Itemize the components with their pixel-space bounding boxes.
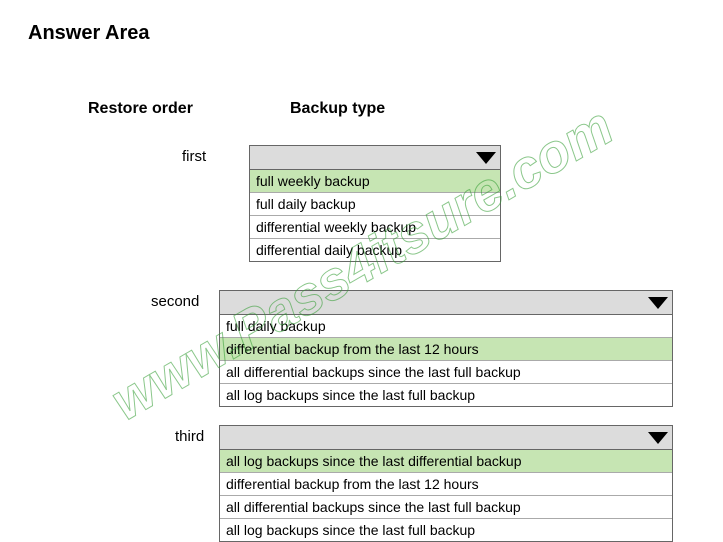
dropdown-third-option[interactable]: all log backups since the last full back…	[220, 519, 672, 541]
dropdown-first-option[interactable]: differential daily backup	[250, 239, 500, 261]
dropdown-second-option[interactable]: all log backups since the last full back…	[220, 384, 672, 406]
dropdown-third-option[interactable]: all differential backups since the last …	[220, 496, 672, 519]
dropdown-second-option[interactable]: full daily backup	[220, 315, 672, 338]
column-backup-type: Backup type	[290, 100, 385, 118]
page-title: Answer Area	[28, 22, 150, 45]
dropdown-third-option[interactable]: all log backups since the last different…	[220, 450, 672, 473]
dropdown-first-option[interactable]: differential weekly backup	[250, 216, 500, 239]
dropdown-third-header[interactable]	[220, 426, 672, 450]
row-label-third: third	[175, 428, 204, 445]
column-restore-order: Restore order	[88, 100, 193, 118]
dropdown-first-option[interactable]: full daily backup	[250, 193, 500, 216]
chevron-down-icon	[648, 432, 668, 444]
dropdown-first[interactable]: full weekly backup full daily backup dif…	[249, 145, 501, 262]
dropdown-second[interactable]: full daily backup differential backup fr…	[219, 290, 673, 407]
dropdown-first-header[interactable]	[250, 146, 500, 170]
row-label-first: first	[182, 148, 206, 165]
row-label-second: second	[151, 293, 199, 310]
chevron-down-icon	[648, 297, 668, 309]
dropdown-third[interactable]: all log backups since the last different…	[219, 425, 673, 542]
dropdown-first-option[interactable]: full weekly backup	[250, 170, 500, 193]
dropdown-second-header[interactable]	[220, 291, 672, 315]
dropdown-second-option[interactable]: differential backup from the last 12 hou…	[220, 338, 672, 361]
dropdown-second-option[interactable]: all differential backups since the last …	[220, 361, 672, 384]
dropdown-third-option[interactable]: differential backup from the last 12 hou…	[220, 473, 672, 496]
chevron-down-icon	[476, 152, 496, 164]
